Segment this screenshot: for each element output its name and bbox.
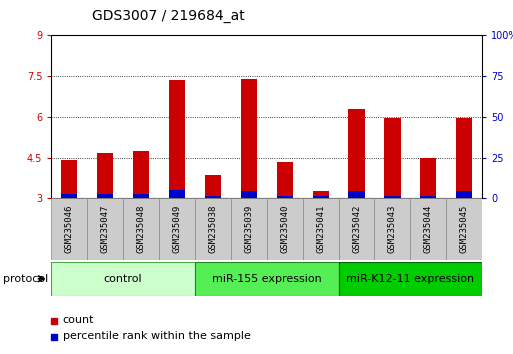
Bar <box>205 195 221 198</box>
Bar <box>420 195 437 198</box>
Bar <box>420 158 437 198</box>
Text: GSM235043: GSM235043 <box>388 205 397 253</box>
Text: GSM235039: GSM235039 <box>244 205 253 253</box>
Bar <box>61 194 77 198</box>
Text: protocol: protocol <box>3 274 48 284</box>
Bar <box>348 192 365 198</box>
Bar <box>446 198 482 260</box>
Text: GSM235038: GSM235038 <box>208 205 218 253</box>
Text: GSM235045: GSM235045 <box>460 205 469 253</box>
Text: GSM235040: GSM235040 <box>280 205 289 253</box>
Text: GSM235046: GSM235046 <box>65 205 74 253</box>
Bar <box>456 118 472 198</box>
Bar <box>231 198 267 260</box>
Text: GSM235044: GSM235044 <box>424 205 433 253</box>
Bar <box>169 80 185 198</box>
Bar <box>456 192 472 198</box>
Bar <box>339 262 482 296</box>
Bar <box>61 160 77 198</box>
Bar <box>133 194 149 198</box>
Bar <box>267 198 303 260</box>
Text: GSM235048: GSM235048 <box>136 205 146 253</box>
Bar <box>277 195 293 198</box>
Bar <box>51 198 87 260</box>
Bar <box>159 198 195 260</box>
Bar <box>97 194 113 198</box>
Bar <box>339 198 374 260</box>
Bar <box>384 195 401 198</box>
Text: GDS3007 / 219684_at: GDS3007 / 219684_at <box>92 9 245 23</box>
Bar <box>410 198 446 260</box>
Text: GSM235042: GSM235042 <box>352 205 361 253</box>
Bar <box>195 198 231 260</box>
Bar <box>195 262 339 296</box>
Text: count: count <box>63 315 94 325</box>
Bar <box>277 161 293 198</box>
Bar <box>312 192 329 198</box>
Text: GSM235041: GSM235041 <box>316 205 325 253</box>
Bar <box>241 79 257 198</box>
Bar <box>303 198 339 260</box>
Bar <box>123 198 159 260</box>
Bar <box>87 198 123 260</box>
Text: miR-K12-11 expression: miR-K12-11 expression <box>346 274 475 284</box>
Text: miR-155 expression: miR-155 expression <box>212 274 322 284</box>
Bar <box>241 192 257 198</box>
Text: control: control <box>104 274 143 284</box>
Bar <box>97 154 113 198</box>
Bar <box>169 190 185 198</box>
Bar <box>205 175 221 198</box>
Bar <box>312 195 329 198</box>
Text: GSM235047: GSM235047 <box>101 205 110 253</box>
Bar <box>384 118 401 198</box>
Bar <box>374 198 410 260</box>
Bar <box>133 151 149 198</box>
Text: GSM235049: GSM235049 <box>172 205 182 253</box>
Bar <box>51 262 195 296</box>
Text: percentile rank within the sample: percentile rank within the sample <box>63 331 250 341</box>
Bar <box>348 109 365 198</box>
